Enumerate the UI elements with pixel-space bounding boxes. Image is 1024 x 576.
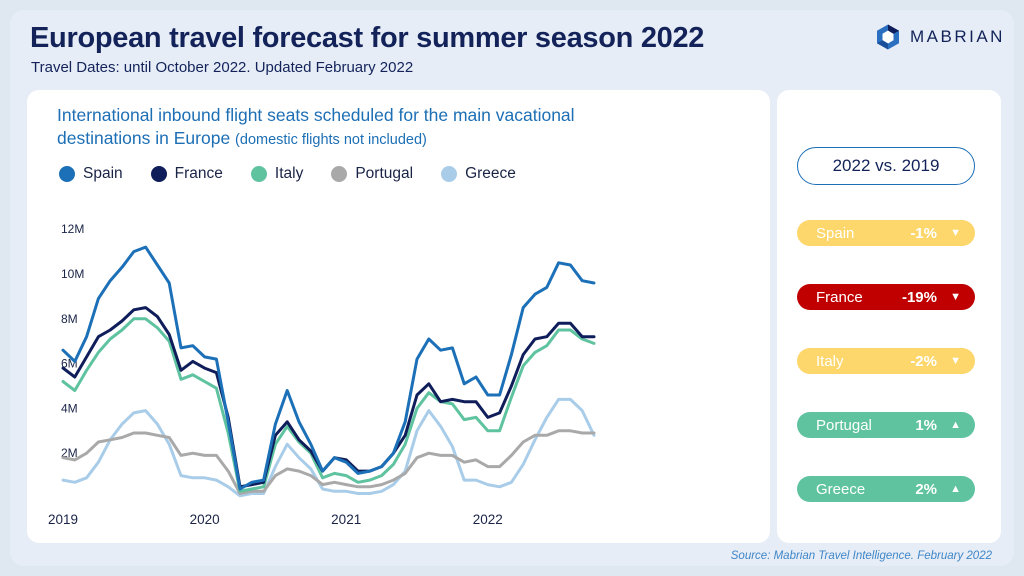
legend-label: Spain — [83, 165, 123, 182]
series-line-france — [61, 306, 596, 489]
legend-label: Italy — [274, 165, 304, 182]
comparison-value: -2% — [910, 352, 937, 370]
x-tick-label: 2020 — [190, 512, 220, 527]
comparison-country: Italy — [816, 352, 844, 370]
comparison-pill-france: France -19% ▼ — [797, 284, 975, 310]
y-tick-label: 4M — [61, 401, 78, 415]
comparison-pill-spain: Spain -1% ▼ — [797, 220, 975, 246]
comparison-value: -19% — [901, 288, 937, 306]
chart-panel: International inbound flight seats sched… — [27, 90, 770, 543]
x-tick-label: 2019 — [48, 512, 78, 527]
legend-item-spain: Spain — [59, 165, 123, 183]
comparison-pill-portugal: Portugal 1% ▲ — [797, 412, 975, 438]
arrow-down-icon: ▼ — [950, 355, 961, 367]
legend-item-portugal: Portugal — [331, 165, 413, 183]
x-tick-label: 2021 — [331, 512, 361, 527]
legend-marker — [59, 166, 75, 182]
comparison-pill-italy: Italy -2% ▼ — [797, 348, 975, 374]
legend-item-italy: Italy — [250, 165, 304, 183]
comparison-value: -1% — [910, 224, 937, 242]
legend-item-greece: Greece — [441, 165, 516, 183]
comparison-country: Spain — [816, 224, 855, 242]
brand-logo: MABRIAN — [874, 22, 1005, 52]
page-title: European travel forecast for summer seas… — [30, 22, 705, 54]
x-tick-label: 2022 — [473, 512, 503, 527]
series-line-spain — [61, 245, 596, 491]
comparison-country: Greece — [816, 480, 866, 498]
comparison-panel: 2022 vs. 2019 Spain -1% ▼ France -19% ▼ Italy -… — [777, 90, 1001, 543]
legend-marker — [250, 166, 267, 182]
arrow-up-icon: ▲ — [950, 483, 961, 495]
series-line-italy — [61, 317, 596, 493]
comparison-header: 2022 vs. 2019 — [797, 147, 975, 185]
comparison-value: 1% — [915, 416, 937, 434]
legend-marker — [441, 166, 458, 182]
chart-legend: Spain France Italy Portugal Greece — [59, 165, 544, 183]
comparison-value: 2% — [915, 480, 937, 498]
legend-label: Portugal — [355, 165, 414, 182]
legend-item-france: France — [150, 165, 223, 183]
series-line-greece — [61, 397, 596, 498]
arrow-up-icon: ▲ — [950, 419, 961, 431]
source-note: Source: Mabrian Travel Intelligence. Feb… — [730, 550, 992, 562]
y-tick-label: 8M — [61, 312, 78, 326]
legend-label: France — [174, 165, 223, 182]
chart-title-main: International inbound flight seats sched… — [57, 105, 575, 148]
comparison-pill-greece: Greece 2% ▲ — [797, 476, 975, 502]
page-subtitle: Travel Dates: until October 2022. Update… — [31, 59, 414, 76]
comparison-country: Portugal — [816, 416, 872, 434]
y-tick-label: 10M — [61, 267, 84, 281]
brand-name: MABRIAN — [910, 27, 1005, 46]
y-tick-label: 12M — [61, 222, 84, 236]
legend-label: Greece — [465, 165, 516, 182]
chart-title-note: (domestic flights not included) — [235, 132, 427, 148]
arrow-down-icon: ▼ — [950, 291, 961, 303]
legend-marker — [331, 166, 348, 182]
comparison-country: France — [816, 288, 863, 306]
chart-title: International inbound flight seats sched… — [57, 104, 657, 152]
series-line-portugal — [61, 429, 596, 495]
arrow-down-icon: ▼ — [950, 227, 961, 239]
legend-marker — [150, 166, 167, 182]
hexagon-logo-icon — [877, 24, 899, 50]
